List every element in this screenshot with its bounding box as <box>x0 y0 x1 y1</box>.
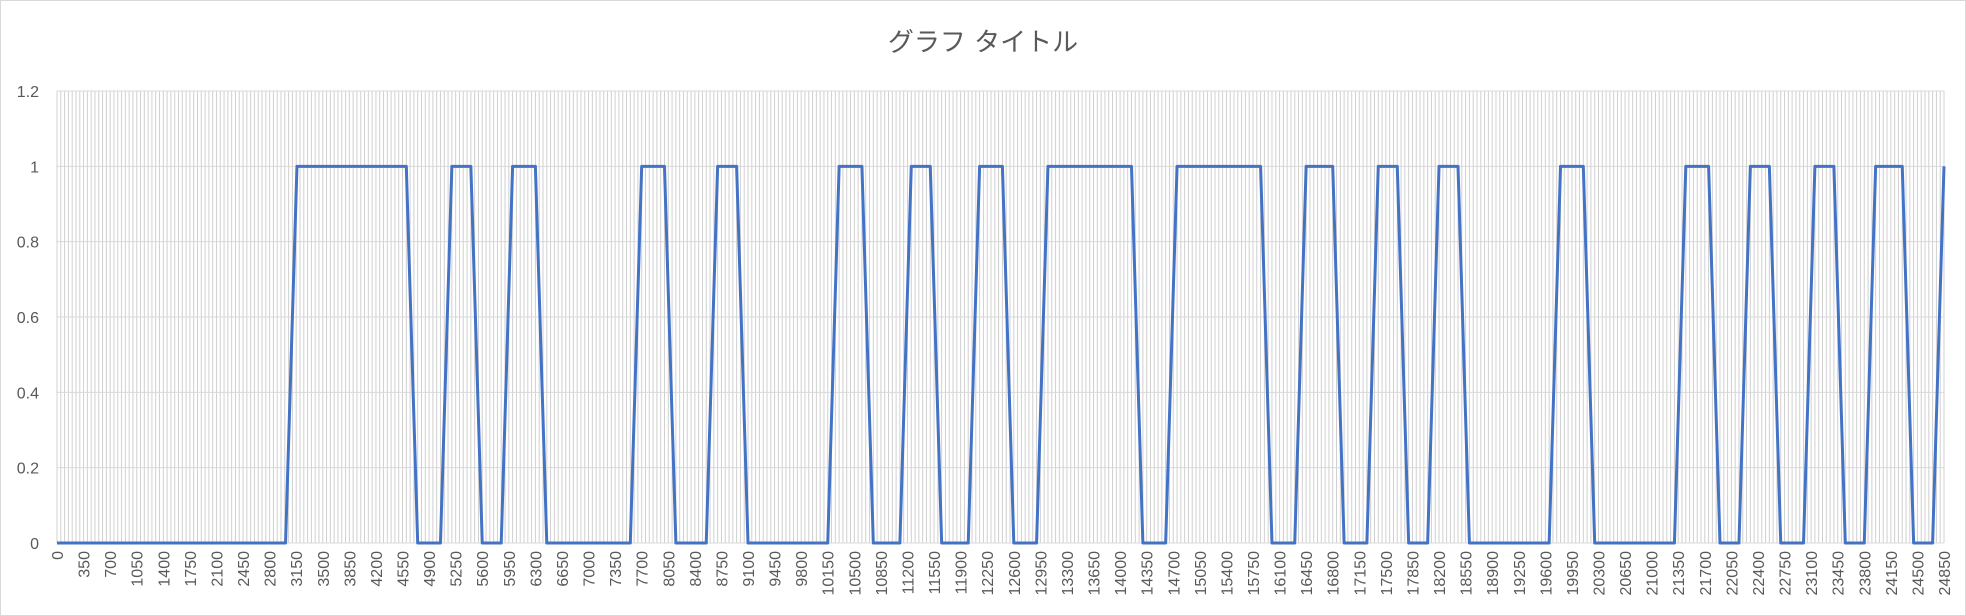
chart-title: グラフ タイトル <box>887 28 1079 58</box>
x-tick-label: 8750 <box>714 551 731 587</box>
x-tick-label: 16800 <box>1326 551 1343 596</box>
x-tick-label: 6650 <box>555 551 572 587</box>
x-axis-labels: 0 350 700 1050 1400 1750 2100 2450 2800 3150 3500 3… <box>50 551 1954 596</box>
x-tick-label: 12600 <box>1007 551 1024 596</box>
x-tick-label: 23800 <box>1857 551 1874 596</box>
x-tick-label: 2800 <box>263 551 280 587</box>
x-tick-label: 6300 <box>528 551 545 587</box>
x-tick-label: 9800 <box>794 551 811 587</box>
x-tick-label: 7700 <box>635 551 652 587</box>
x-tick-label: 11900 <box>954 551 971 594</box>
x-tick-label: 11550 <box>927 551 944 594</box>
x-tick-label: 14350 <box>1140 551 1157 596</box>
x-tick-label: 7350 <box>608 551 625 587</box>
x-tick-label: 13650 <box>1087 551 1104 596</box>
x-tick-label: 20650 <box>1618 551 1635 596</box>
x-tick-label: 13300 <box>1060 551 1077 596</box>
x-tick-label: 5950 <box>502 551 519 587</box>
y-tick-label: 0.8 <box>17 235 39 252</box>
x-tick-label: 12950 <box>1033 551 1050 596</box>
x-tick-label: 5250 <box>449 551 466 587</box>
x-tick-label: 18200 <box>1432 551 1449 596</box>
y-tick-label: 0.6 <box>17 310 39 327</box>
x-tick-label: 1750 <box>183 551 200 587</box>
x-tick-label: 9100 <box>741 551 758 587</box>
x-tick-label: 8050 <box>661 551 678 587</box>
y-axis-labels: 0 0.2 0.4 0.6 0.8 1 1.2 <box>17 84 39 553</box>
y-tick-label: 1.2 <box>17 84 39 101</box>
x-tick-label: 4900 <box>422 551 439 587</box>
x-tick-label: 17500 <box>1379 551 1396 596</box>
x-tick-label: 7000 <box>582 551 599 587</box>
x-tick-label: 4550 <box>396 551 413 587</box>
x-tick-label: 700 <box>103 551 120 578</box>
x-tick-label: 20300 <box>1591 551 1608 596</box>
x-tick-label: 2100 <box>209 551 226 587</box>
y-tick-label: 0.2 <box>17 461 39 478</box>
x-tick-label: 21350 <box>1671 551 1688 596</box>
x-tick-label: 9450 <box>768 551 785 587</box>
x-tick-label: 14700 <box>1166 551 1183 596</box>
x-tick-label: 22050 <box>1724 551 1741 596</box>
x-tick-label: 3500 <box>316 551 333 587</box>
x-tick-label: 2450 <box>236 551 253 587</box>
x-tick-label: 21700 <box>1698 551 1715 596</box>
x-tick-label: 24850 <box>1937 551 1954 596</box>
x-tick-label: 19950 <box>1565 551 1582 596</box>
x-tick-label: 16450 <box>1299 551 1316 596</box>
x-tick-label: 10150 <box>821 551 838 596</box>
x-tick-label: 3150 <box>289 551 306 587</box>
x-tick-label: 17150 <box>1352 551 1369 596</box>
x-tick-label: 15050 <box>1193 551 1210 596</box>
x-tick-label: 21000 <box>1645 551 1662 596</box>
x-tick-label: 17850 <box>1405 551 1422 596</box>
x-tick-label: 23100 <box>1804 551 1821 596</box>
x-tick-label: 10500 <box>847 551 864 596</box>
x-tick-label: 11200 <box>900 551 917 594</box>
x-tick-label: 19600 <box>1538 551 1555 596</box>
x-tick-label: 4200 <box>369 551 386 587</box>
y-tick-label: 1 <box>30 159 39 176</box>
x-tick-label: 23450 <box>1831 551 1848 596</box>
x-tick-label: 15750 <box>1246 551 1263 596</box>
x-tick-label: 18550 <box>1459 551 1476 596</box>
x-tick-label: 1050 <box>130 551 147 587</box>
y-tick-label: 0 <box>30 536 39 553</box>
x-tick-label: 22750 <box>1778 551 1795 596</box>
x-tick-label: 3850 <box>342 551 359 587</box>
x-tick-label: 14000 <box>1113 551 1130 596</box>
x-tick-label: 24150 <box>1884 551 1901 596</box>
x-tick-label: 0 <box>50 551 67 560</box>
y-tick-label: 0.4 <box>17 385 39 402</box>
x-tick-label: 12250 <box>980 551 997 596</box>
x-tick-label: 15400 <box>1219 551 1236 596</box>
x-tick-label: 16100 <box>1273 551 1290 596</box>
x-tick-label: 24500 <box>1910 551 1927 596</box>
x-tick-label: 10850 <box>874 551 891 596</box>
x-tick-label: 22400 <box>1751 551 1768 596</box>
x-tick-label: 19250 <box>1512 551 1529 596</box>
x-tick-label: 18900 <box>1485 551 1502 596</box>
x-tick-label: 8400 <box>688 551 705 587</box>
major-gridlines <box>57 90 1944 469</box>
x-tick-label: 350 <box>77 551 94 578</box>
x-tick-label: 5600 <box>475 551 492 587</box>
x-tick-label: 1400 <box>156 551 173 587</box>
series-line <box>57 164 1946 545</box>
